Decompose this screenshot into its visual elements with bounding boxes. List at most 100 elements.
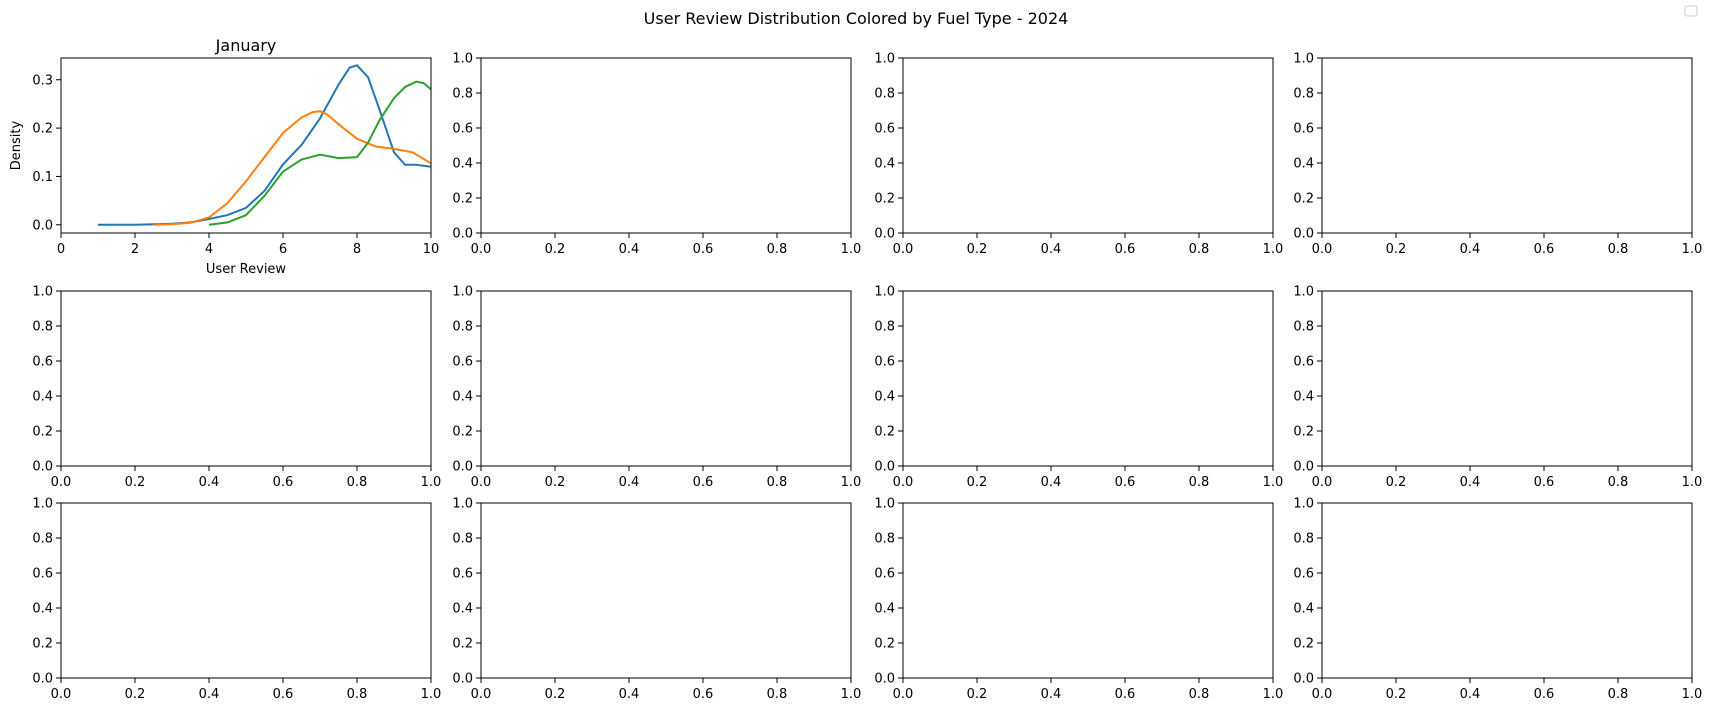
- subplot-3: 0.0 0.2 0.4 0.6 0.8 1.0 0.0 0.2 0.4 0.6 0.8 1.0: [874, 52, 1283, 258]
- y-tick-label: 0.6: [1293, 355, 1314, 370]
- y-tick-label: 0.6: [1293, 567, 1314, 582]
- y-tick-label: 0.8: [452, 87, 473, 102]
- y-tick-label: 0.2: [452, 192, 473, 207]
- y-tick-label: 0.0: [874, 460, 895, 475]
- y-tick-label: 0.8: [874, 87, 895, 102]
- x-tick-label: 0.4: [1041, 687, 1062, 702]
- y-tick-label: 0.8: [452, 532, 473, 547]
- x-tick-label: 0.2: [967, 242, 988, 257]
- x-tick-label: 0.0: [471, 475, 492, 490]
- plot-frame: [60, 57, 432, 234]
- y-tick-label: 0.0: [1293, 460, 1314, 475]
- x-tick-label: 0.8: [767, 687, 788, 702]
- x-tick-label: 0.6: [693, 242, 714, 257]
- x-tick-label: 0.2: [967, 475, 988, 490]
- x-tick-label: 0.2: [545, 242, 566, 257]
- y-tick-label: 0.2: [1293, 637, 1314, 652]
- density-line-series-1: [98, 64, 431, 226]
- y-tick-label: 0.2: [32, 637, 53, 652]
- x-tick-label: 0.2: [125, 475, 146, 490]
- y-tick-label: 0.2: [452, 637, 473, 652]
- subplot-2: 0.0 0.2 0.4 0.6 0.8 1.0 0.0 0.2 0.4 0.6 0.8 1.0: [452, 52, 861, 258]
- y-tick-label: 1.0: [874, 52, 895, 67]
- x-tick-label: 0.6: [273, 687, 294, 702]
- y-tick-label: 0.0: [32, 672, 53, 687]
- x-tick-label: 1.0: [1263, 475, 1284, 490]
- subplot-1: 0 2 4 6 8 10 0.0 0.1 0.2 0.3 January User Review Den…: [9, 36, 439, 277]
- x-tick-label: 0.8: [347, 687, 368, 702]
- x-tick-label: 0.4: [1460, 687, 1481, 702]
- x-tick-label: 4: [205, 242, 213, 257]
- empty-legend-box: [1684, 5, 1698, 17]
- y-tick-label: 0.0: [874, 672, 895, 687]
- y-tick-label: 0.8: [32, 532, 53, 547]
- y-tick-label: 1.0: [874, 285, 895, 300]
- x-tick-label: 1.0: [1682, 475, 1703, 490]
- y-tick-label: 0.1: [32, 170, 53, 185]
- x-tick-label: 0.4: [619, 687, 640, 702]
- y-tick-label: 0.8: [874, 532, 895, 547]
- subplot-grid: 0 2 4 6 8 10 0.0 0.1 0.2 0.3 January User Review Den…: [9, 36, 1702, 702]
- x-tick-label: 0.2: [545, 475, 566, 490]
- subplot-5: 0.0 0.2 0.4 0.6 0.8 1.0 0.0 0.2 0.4 0.6 0.8 1.0: [32, 285, 441, 491]
- x-tick-label: 0.0: [471, 687, 492, 702]
- x-tick-label: 1.0: [421, 687, 442, 702]
- y-tick-label: 0.2: [1293, 192, 1314, 207]
- plot-frame: [480, 502, 852, 679]
- y-tick-label: 0.6: [32, 355, 53, 370]
- y-tick-label: 0.0: [1293, 227, 1314, 242]
- x-tick-label: 1.0: [1682, 242, 1703, 257]
- x-tick-label: 0.8: [1608, 475, 1629, 490]
- y-tick-label: 0.6: [874, 355, 895, 370]
- x-tick-label: 0.0: [1312, 687, 1333, 702]
- y-tick-label: 0.4: [32, 390, 53, 405]
- x-tick-label: 0.0: [1312, 475, 1333, 490]
- x-tick-label: 0.4: [1460, 475, 1481, 490]
- y-tick-label: 0.2: [1293, 425, 1314, 440]
- x-tick-label: 2: [131, 242, 139, 257]
- y-tick-label: 0.6: [32, 567, 53, 582]
- x-tick-label: 0.4: [1041, 475, 1062, 490]
- y-tick-label: 0.0: [874, 227, 895, 242]
- y-tick-label: 0.3: [32, 73, 53, 88]
- density-line-series-3: [208, 80, 431, 226]
- plot-frame: [1321, 57, 1693, 234]
- x-tick-label: 6: [279, 242, 287, 257]
- y-tick-label: 0.6: [452, 355, 473, 370]
- x-tick-label: 0.0: [893, 687, 914, 702]
- x-tick-label: 1.0: [1682, 687, 1703, 702]
- y-tick-label: 0.8: [874, 320, 895, 335]
- y-tick-label: 0.0: [32, 218, 53, 233]
- y-tick-label: 1.0: [452, 497, 473, 512]
- x-tick-label: 0.8: [1189, 242, 1210, 257]
- y-tick-label: 0.4: [874, 602, 895, 617]
- x-tick-label: 0.4: [199, 475, 220, 490]
- y-axis-label: Density: [9, 120, 24, 170]
- x-tick-label: 0.4: [1041, 242, 1062, 257]
- y-tick-label: 0.6: [874, 122, 895, 137]
- x-tick-label: 0.4: [1460, 242, 1481, 257]
- x-tick-label: 0.4: [199, 687, 220, 702]
- x-tick-label: 0.8: [1608, 242, 1629, 257]
- y-tick-label: 0.4: [32, 602, 53, 617]
- x-tick-label: 0.0: [1312, 242, 1333, 257]
- y-tick-label: 1.0: [32, 497, 53, 512]
- x-tick-label: 0.0: [51, 475, 72, 490]
- subplot-10: 0.0 0.2 0.4 0.6 0.8 1.0 0.0 0.2 0.4 0.6 0.8 1.0: [452, 497, 861, 703]
- y-tick-label: 1.0: [452, 285, 473, 300]
- plot-frame: [60, 290, 432, 467]
- x-tick-label: 0.2: [1386, 242, 1407, 257]
- x-tick-label: 0.0: [51, 687, 72, 702]
- y-tick-label: 0.6: [452, 122, 473, 137]
- y-tick-label: 0.4: [1293, 157, 1314, 172]
- y-tick-label: 1.0: [452, 52, 473, 67]
- x-tick-label: 0.8: [1608, 687, 1629, 702]
- x-tick-label: 0.2: [967, 687, 988, 702]
- y-tick-label: 0.2: [874, 192, 895, 207]
- subplot-9: 0.0 0.2 0.4 0.6 0.8 1.0 0.0 0.2 0.4 0.6 0.8 1.0: [32, 497, 441, 703]
- y-tick-label: 0.2: [32, 122, 53, 137]
- y-tick-label: 1.0: [32, 285, 53, 300]
- x-tick-label: 0.6: [273, 475, 294, 490]
- x-tick-label: 0.8: [1189, 475, 1210, 490]
